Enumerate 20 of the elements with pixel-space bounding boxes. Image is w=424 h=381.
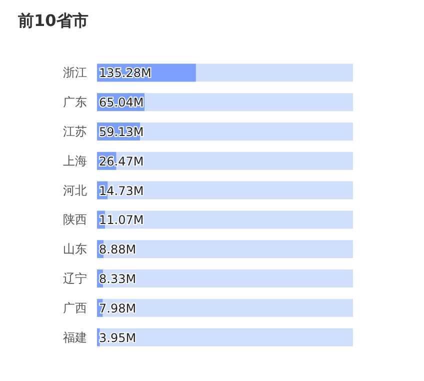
y-tick-label: 浙江	[63, 66, 87, 80]
data-label: 8.33M	[99, 272, 136, 286]
data-label: 3.95M	[99, 330, 136, 345]
data-label: 135.28M	[99, 66, 152, 80]
y-tick-label: 广西	[63, 300, 87, 315]
data-label: 7.98M	[99, 301, 136, 316]
y-tick-label: 山东	[63, 242, 87, 256]
y-tick-label: 上海	[63, 154, 87, 168]
data-label: 26.47M	[99, 154, 144, 168]
y-tick-label: 福建	[63, 330, 87, 344]
y-tick-label: 辽宁	[63, 272, 87, 286]
y-tick-label: 河北	[63, 183, 87, 198]
data-label: 11.07M	[99, 213, 144, 228]
chart-title: 前10省市	[17, 11, 88, 30]
data-label: 8.88M	[99, 242, 136, 257]
y-tick-label: 江苏	[63, 124, 87, 138]
y-tick-label: 陕西	[63, 212, 87, 227]
data-label: 59.13M	[99, 125, 144, 139]
data-label: 14.73M	[99, 184, 144, 198]
y-tick-label: 广东	[63, 95, 87, 110]
